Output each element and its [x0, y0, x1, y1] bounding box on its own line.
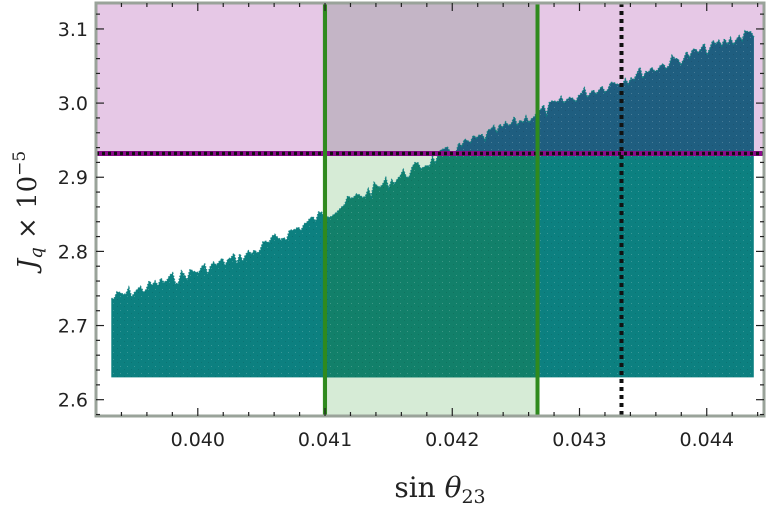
y-tick-label: 2.8 [58, 241, 88, 263]
y-tick-label: 3.0 [58, 93, 88, 115]
y-tick-label: 2.6 [58, 390, 88, 412]
y-tick-label: 2.7 [58, 316, 88, 338]
plot-area [96, 3, 764, 416]
plot-border [94, 1, 766, 418]
plot-frame [94, 1, 766, 418]
axis-tick-labels: 0.040 0.041 0.042 0.043 0.044 2.6 2.7 2.8 2.9 3.0… [58, 19, 734, 451]
x-axis-label: sin θ23 [394, 471, 485, 508]
y-tick-label: 2.9 [58, 167, 88, 189]
x-tick-label: 0.041 [298, 429, 352, 451]
x-tick-label: 0.044 [680, 429, 734, 451]
axis-ticks [96, 3, 764, 416]
y-tick-label: 3.1 [58, 19, 88, 41]
scatter-edge-dots [111, 29, 755, 300]
x-tick-label: 0.040 [171, 429, 225, 451]
y-axis-label: Jq × 10−5 [10, 151, 47, 274]
x-tick-label: 0.042 [425, 429, 479, 451]
x-tick-label: 0.043 [552, 429, 606, 451]
